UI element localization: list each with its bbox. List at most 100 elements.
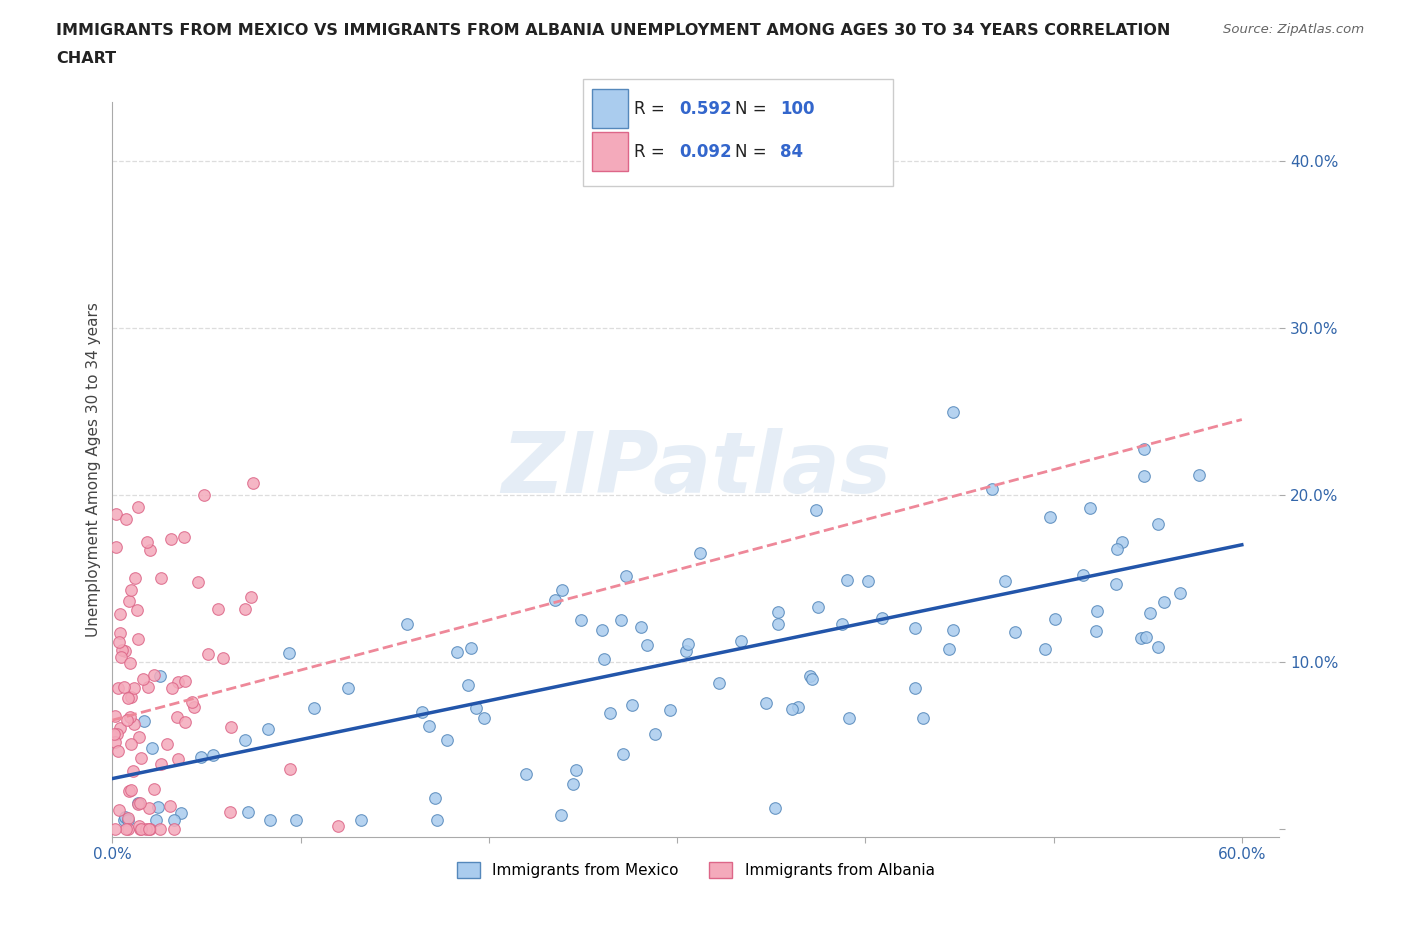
Point xyxy=(994,574,1017,589)
Point xyxy=(110,626,132,641)
Point xyxy=(457,678,479,693)
Point xyxy=(610,612,633,627)
Point xyxy=(544,592,567,607)
Point xyxy=(197,646,219,661)
Point xyxy=(108,803,131,817)
Point xyxy=(107,680,129,695)
Point xyxy=(766,604,789,619)
Point xyxy=(257,722,280,737)
Point xyxy=(127,499,149,514)
Point xyxy=(551,582,574,597)
Point xyxy=(108,634,131,649)
Point xyxy=(118,783,141,798)
Point xyxy=(644,726,666,741)
Point xyxy=(166,710,188,724)
Point xyxy=(138,543,160,558)
Point xyxy=(336,680,359,695)
Point xyxy=(129,821,152,836)
Text: 0.092: 0.092 xyxy=(679,142,731,161)
Point xyxy=(614,568,637,583)
Point xyxy=(1130,630,1153,644)
Point xyxy=(676,636,699,651)
Point xyxy=(465,701,488,716)
Point xyxy=(124,571,146,586)
Point xyxy=(115,512,138,526)
Point xyxy=(425,790,447,805)
Point xyxy=(561,777,583,791)
Point xyxy=(328,819,350,834)
Point xyxy=(132,671,155,686)
Point xyxy=(120,582,142,597)
Point xyxy=(207,602,229,617)
Point xyxy=(127,795,149,810)
Point xyxy=(193,487,215,502)
Point xyxy=(136,680,159,695)
Point xyxy=(515,766,537,781)
Point xyxy=(591,623,613,638)
Point xyxy=(1105,576,1128,591)
Text: N =: N = xyxy=(735,142,772,161)
Point xyxy=(1045,612,1067,627)
Point xyxy=(118,655,141,670)
Text: 84: 84 xyxy=(780,142,803,161)
Point xyxy=(426,813,449,828)
Point xyxy=(117,810,139,825)
Text: R =: R = xyxy=(634,142,671,161)
Point xyxy=(107,743,129,758)
Point xyxy=(134,713,156,728)
Point xyxy=(163,813,186,828)
Point xyxy=(675,644,697,658)
Point xyxy=(1004,624,1026,639)
Point xyxy=(418,718,440,733)
Point xyxy=(105,726,128,741)
Point xyxy=(277,645,299,660)
Point xyxy=(110,643,132,658)
Point xyxy=(104,507,127,522)
Text: R =: R = xyxy=(634,100,671,118)
Point xyxy=(143,668,166,683)
Point xyxy=(659,702,682,717)
Point xyxy=(181,694,204,709)
Point xyxy=(125,603,148,618)
Point xyxy=(108,606,131,621)
Point xyxy=(118,593,141,608)
Point xyxy=(460,641,482,656)
Point xyxy=(104,821,127,836)
Point xyxy=(911,711,934,725)
Point xyxy=(120,710,142,724)
Point xyxy=(799,669,821,684)
Point xyxy=(239,590,262,604)
Point xyxy=(806,503,828,518)
Point xyxy=(143,781,166,796)
Point xyxy=(780,701,803,716)
Point xyxy=(128,729,150,744)
Point xyxy=(284,813,307,828)
Point xyxy=(1139,606,1161,621)
Point xyxy=(980,482,1002,497)
Point xyxy=(1107,541,1129,556)
Point xyxy=(1085,604,1108,618)
Point xyxy=(117,813,139,828)
Point xyxy=(612,747,634,762)
Point xyxy=(173,530,195,545)
Point xyxy=(446,644,468,659)
Point xyxy=(112,679,135,694)
Point xyxy=(120,737,142,751)
Point xyxy=(138,800,160,815)
Point xyxy=(689,546,711,561)
Point xyxy=(800,671,823,686)
Point xyxy=(129,751,152,765)
Point xyxy=(620,698,643,712)
Point xyxy=(163,821,186,836)
Point xyxy=(138,821,160,836)
Point xyxy=(630,619,652,634)
Point xyxy=(395,617,418,631)
Point xyxy=(104,539,127,554)
Point xyxy=(233,733,256,748)
Point xyxy=(135,821,157,836)
Point xyxy=(838,711,860,725)
Point xyxy=(1133,468,1156,483)
Point xyxy=(146,800,169,815)
Point xyxy=(1170,586,1192,601)
Point xyxy=(1078,500,1101,515)
